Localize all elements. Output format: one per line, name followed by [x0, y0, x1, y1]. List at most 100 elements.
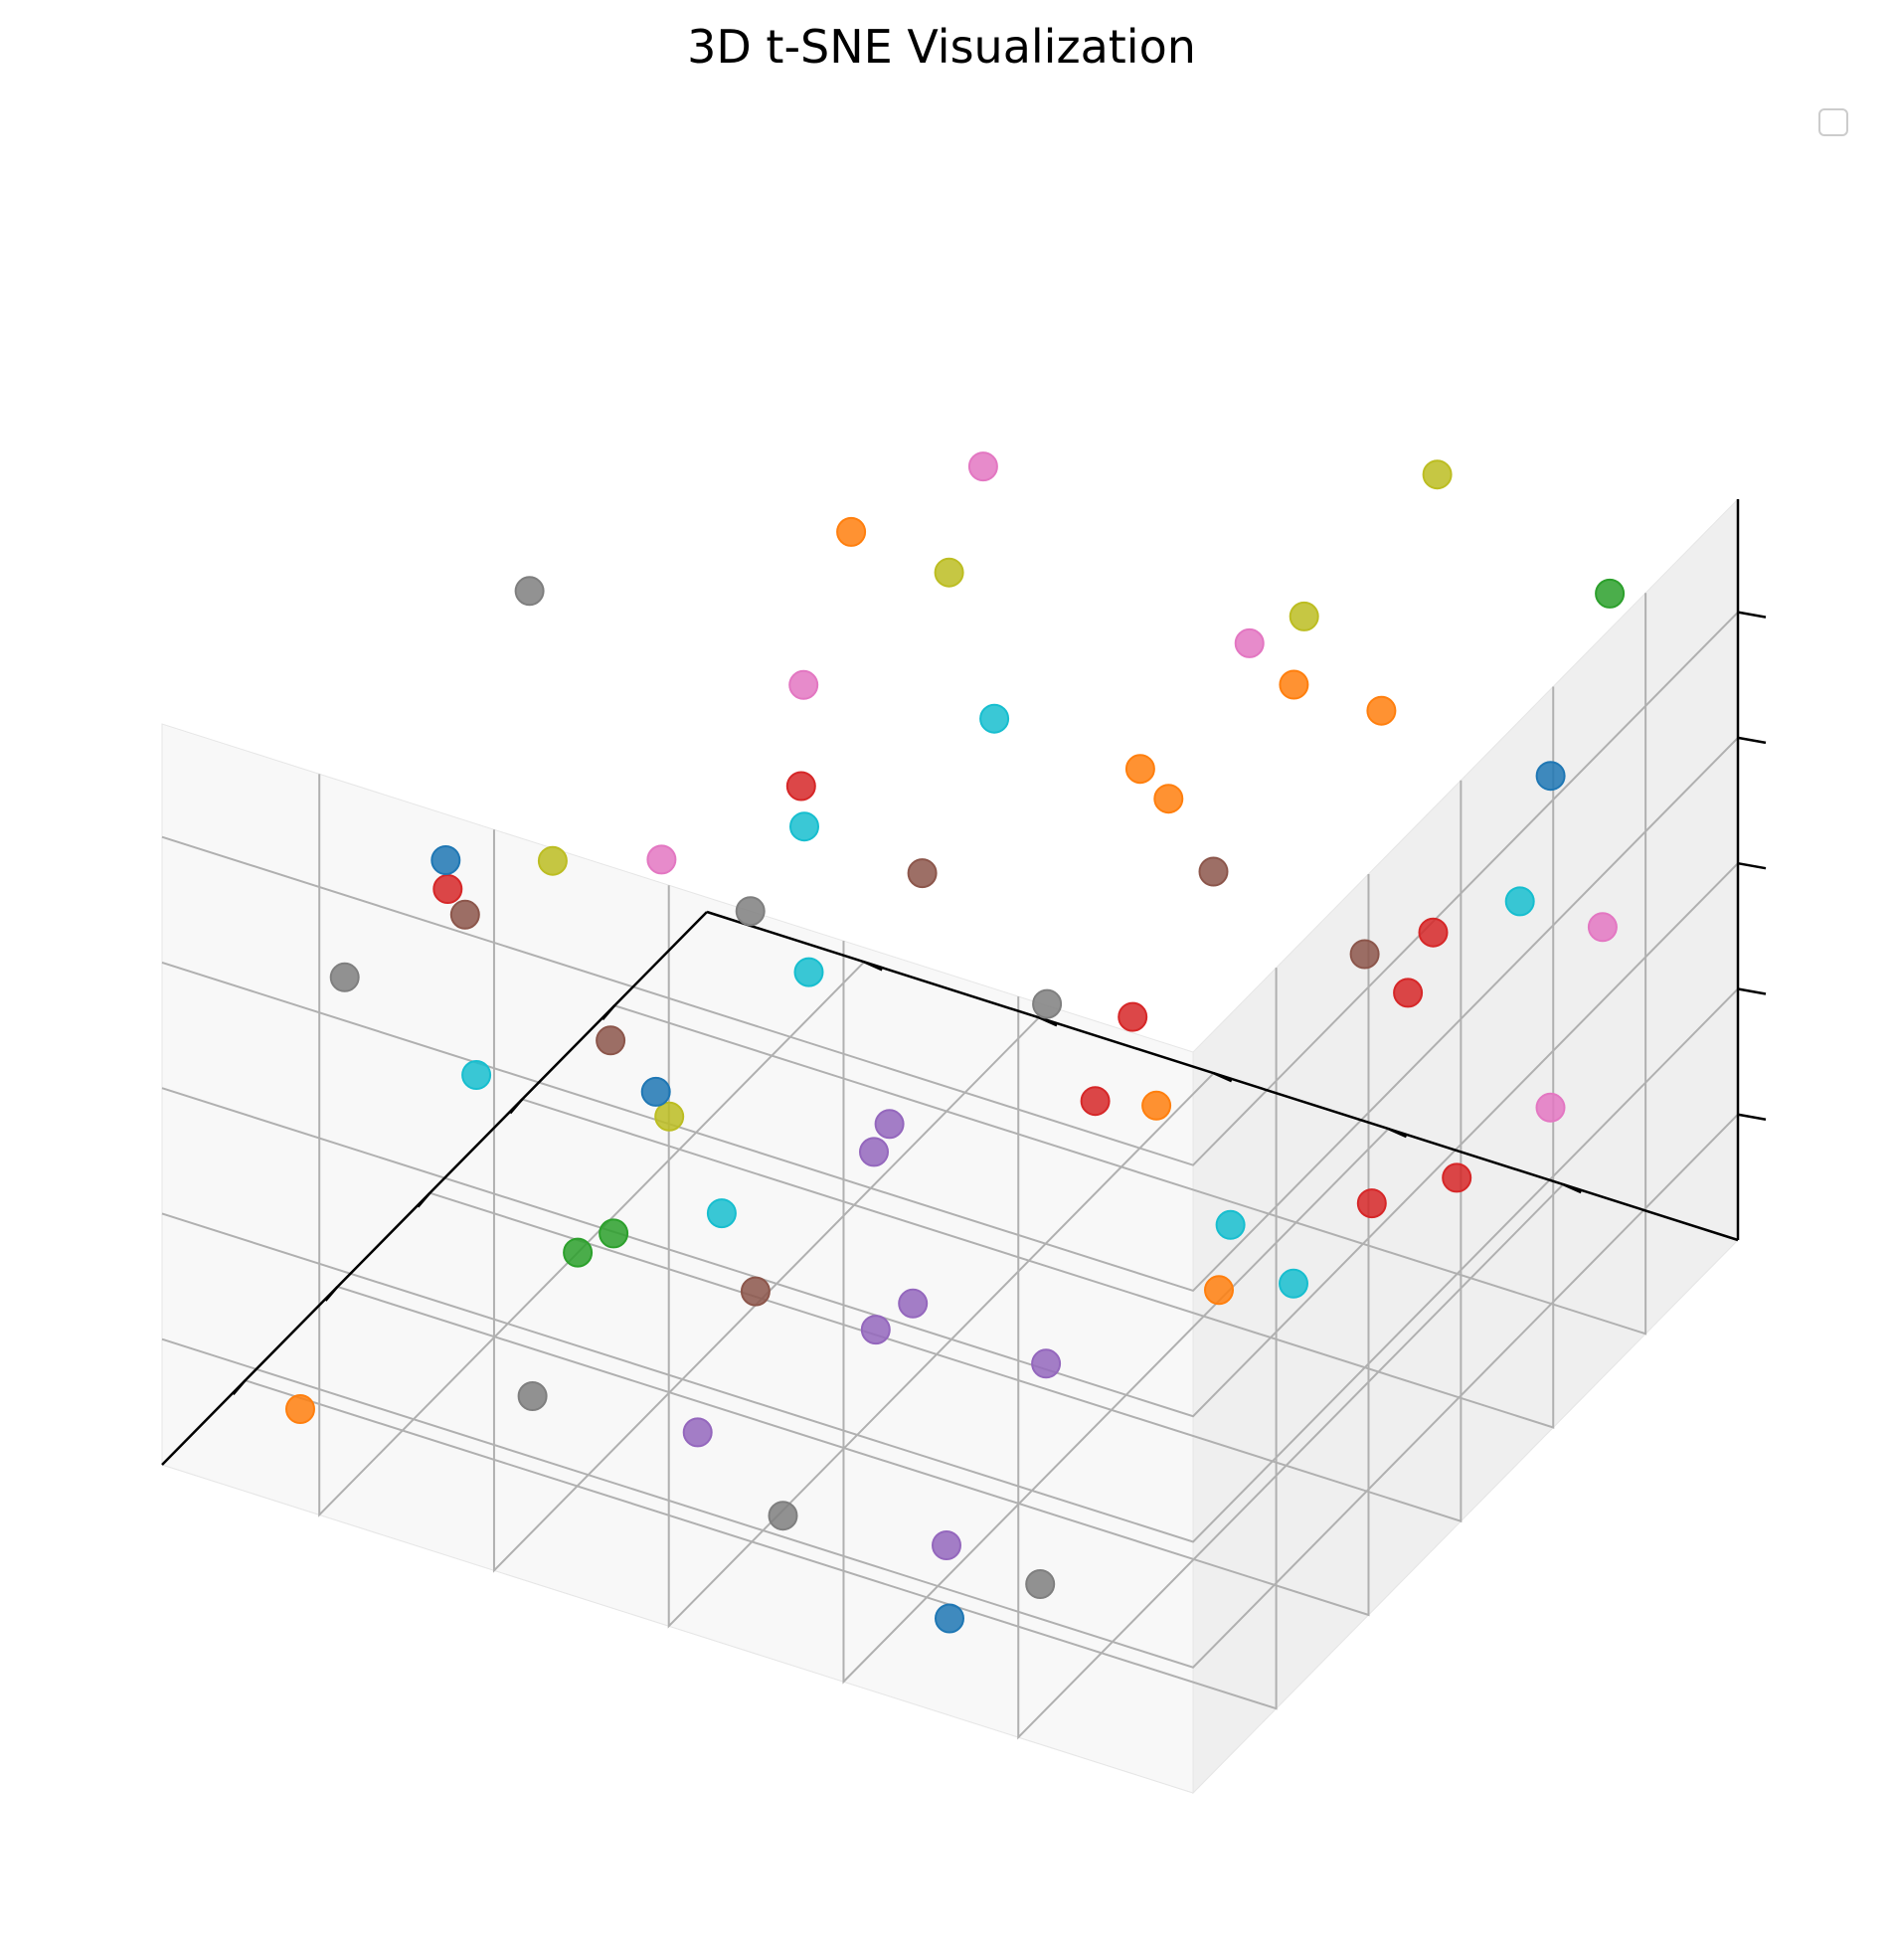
scatter-point-pink: [967, 451, 998, 482]
scatter-point-orange: [1279, 669, 1309, 700]
scatter-point-purple: [898, 1288, 929, 1319]
gridline-x: [337, 873, 1370, 1617]
gridline-x: [430, 780, 1463, 1523]
scatter-point-cyan: [461, 1060, 492, 1090]
z-tick: [1737, 736, 1767, 745]
y-tick: [1387, 1127, 1407, 1139]
x-axis-line: [161, 911, 708, 1466]
scatter-point-olive: [654, 1101, 685, 1132]
x-tick: [509, 1098, 524, 1115]
scatter-point-olive: [537, 845, 568, 876]
scatter-point-cyan: [1215, 1209, 1246, 1240]
scatter-point-gray: [329, 962, 360, 992]
scatter-point-green: [563, 1237, 594, 1268]
scatter-point-cyan: [706, 1198, 737, 1229]
scatter-point-pink: [646, 844, 677, 875]
z-tick: [1737, 861, 1767, 870]
scatter-point-orange: [1366, 695, 1397, 726]
scatter-point-blue: [935, 1603, 964, 1634]
scatter-point-orange: [285, 1394, 315, 1424]
y-tick: [863, 961, 883, 972]
scatter-point-cyan: [789, 811, 819, 842]
gridline-y: [842, 941, 1390, 1685]
z-tick: [1737, 611, 1767, 619]
scatter-point-pink: [1234, 627, 1265, 658]
scatter-point-purple: [859, 1137, 889, 1167]
gridline-z: [161, 987, 1739, 1543]
scatter-point-red: [1080, 1086, 1111, 1117]
scatter-point-orange: [1153, 784, 1184, 814]
gridline-x: [521, 686, 1555, 1429]
scatter-point-cyan: [1279, 1268, 1308, 1299]
scatter-point-pink: [788, 669, 819, 700]
scatter-point-brown: [596, 1025, 626, 1056]
scatter-point-purple: [874, 1109, 905, 1140]
scatter-point-blue: [640, 1076, 671, 1107]
scatter-point-gray: [517, 1381, 548, 1411]
scatter-point-purple: [682, 1417, 713, 1448]
scatter-point-gray: [768, 1501, 798, 1531]
y-tick: [1562, 1182, 1582, 1194]
scatter-point-red: [1356, 1188, 1387, 1219]
axis-panes: [161, 497, 1739, 1795]
scatter-points: [285, 451, 1626, 1634]
x-tick: [602, 1004, 616, 1021]
scatter-point-blue: [1535, 761, 1566, 792]
z-tick: [1737, 987, 1767, 995]
gridline-z: [161, 611, 1739, 1166]
scatter-point-orange: [1204, 1275, 1234, 1306]
legend-box[interactable]: [1818, 108, 1848, 136]
scatter-point-brown: [449, 899, 480, 930]
x-tick: [232, 1379, 247, 1395]
scatter-point-pink: [1535, 1092, 1566, 1123]
scatter-point-gray: [1025, 1569, 1056, 1599]
gridline-z: [161, 1114, 1739, 1669]
scatter-point-red: [785, 771, 816, 802]
gridline-z: [161, 737, 1739, 1293]
scatter-point-orange: [1124, 754, 1155, 785]
x-tick: [324, 1286, 339, 1302]
scatter-point-red: [1118, 1001, 1148, 1032]
scatter-point-olive: [1422, 459, 1453, 490]
gridlines: [161, 593, 1739, 1740]
scatter-point-purple: [860, 1315, 891, 1345]
scatter-point-red: [1393, 978, 1424, 1008]
scatter-point-red: [1418, 917, 1449, 948]
gridline-x: [613, 593, 1647, 1336]
scatter-point-red: [432, 874, 463, 904]
scatter-point-brown: [740, 1276, 771, 1307]
x-tick: [417, 1191, 431, 1208]
scatter-point-purple: [1031, 1348, 1062, 1379]
scatter-point-green: [599, 1218, 629, 1249]
scatter-point-gray: [514, 576, 545, 607]
scatter-point-brown: [1349, 939, 1380, 970]
gridline-y: [318, 774, 865, 1517]
scatter-point-gray: [735, 896, 766, 927]
scatter-point-orange: [836, 516, 867, 547]
axis-ticks: [232, 611, 1767, 1395]
chart-title: 3D t-SNE Visualization: [687, 20, 1196, 74]
scatter-point-pink: [1587, 912, 1618, 943]
gridline-x: [245, 968, 1278, 1710]
gridline-z: [161, 862, 1739, 1418]
scatter-point-cyan: [979, 703, 1010, 734]
scatter-point-cyan: [1504, 886, 1535, 917]
gridline-y: [1017, 996, 1564, 1740]
gridline-y: [667, 885, 1215, 1629]
scatter-point-orange: [1141, 1090, 1172, 1121]
gridline-y: [492, 829, 1040, 1573]
scatter-point-green: [1595, 578, 1626, 609]
scatter-point-brown: [907, 858, 938, 889]
y-tick: [1213, 1072, 1233, 1083]
scatter-point-blue: [431, 845, 461, 875]
scatter-point-brown: [1198, 856, 1229, 887]
scatter-point-red: [1442, 1162, 1472, 1193]
y-tick: [1038, 1016, 1058, 1027]
z-tick: [1737, 1113, 1767, 1121]
scatter-point-purple: [932, 1530, 961, 1560]
scatter-point-olive: [934, 557, 964, 588]
scatter-point-olive: [1289, 601, 1319, 631]
scatter-point-gray: [1032, 988, 1063, 1019]
scatter-point-cyan: [793, 957, 824, 987]
